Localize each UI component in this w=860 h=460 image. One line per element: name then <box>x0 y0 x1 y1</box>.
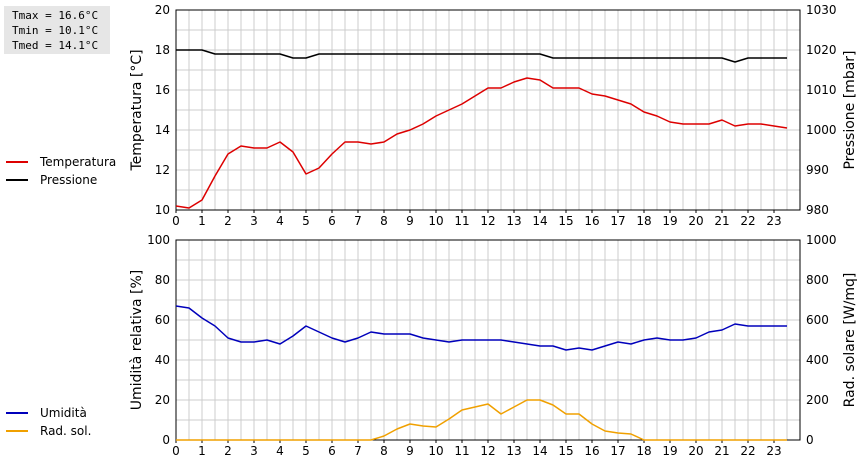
x-tick-label: 2 <box>224 444 232 458</box>
x-tick-label: 18 <box>636 214 651 228</box>
legend-item-umidita: Umidità <box>6 404 91 422</box>
legend-swatch-umidita <box>6 412 28 414</box>
x-tick-label: 11 <box>454 444 469 458</box>
y-left-tick-label: 20 <box>155 3 170 17</box>
x-tick-label: 15 <box>558 444 573 458</box>
y-right-tick-label: 1010 <box>806 83 837 97</box>
x-tick-label: 16 <box>584 214 599 228</box>
x-tick-label: 5 <box>302 444 310 458</box>
x-tick-label: 15 <box>558 214 573 228</box>
legend-item-pressione: Pressione <box>6 171 116 189</box>
y-right-tick-label: 400 <box>806 353 829 367</box>
legend-label-umidita: Umidità <box>40 406 87 420</box>
stats-box: Tmax = 16.6°C Tmin = 10.1°C Tmed = 14.1°… <box>4 6 110 54</box>
x-tick-label: 5 <box>302 214 310 228</box>
y-right-tick-label: 0 <box>806 433 814 447</box>
series-line-pressione <box>176 49 787 63</box>
tmin-text: Tmin = 10.1°C <box>12 24 99 37</box>
y-left-tick-label: 40 <box>155 353 170 367</box>
x-tick-label: 14 <box>532 444 547 458</box>
x-tick-label: 3 <box>250 214 258 228</box>
x-tick-label: 8 <box>380 444 388 458</box>
series-line-temperatura <box>175 77 788 209</box>
y-left-tick-label: 100 <box>147 233 170 247</box>
x-tick-label: 4 <box>276 214 284 228</box>
y-left-tick-label: 20 <box>155 393 170 407</box>
x-tick-label: 1 <box>198 444 206 458</box>
x-tick-label: 22 <box>740 214 755 228</box>
y-right-axis-label: Pressione [mbar] <box>842 50 858 169</box>
y-left-tick-label: 14 <box>155 123 170 137</box>
y-right-axis-label: Rad. solare [W/mq] <box>842 273 858 408</box>
x-tick-label: 13 <box>506 214 521 228</box>
legend-top: Temperatura Pressione <box>6 153 116 189</box>
legend-label-pressione: Pressione <box>40 173 98 187</box>
x-tick-label: 12 <box>480 444 495 458</box>
legend-label-temperatura: Temperatura <box>40 155 117 169</box>
x-tick-label: 19 <box>662 214 677 228</box>
x-tick-label: 6 <box>328 214 336 228</box>
x-tick-label: 19 <box>662 444 677 458</box>
y-left-tick-label: 10 <box>155 203 170 217</box>
legend-swatch-pressione <box>6 179 28 181</box>
x-tick-label: 1 <box>198 214 206 228</box>
x-tick-label: 20 <box>688 214 703 228</box>
legend-bottom: Umidità Rad. sol. <box>6 404 91 440</box>
x-tick-label: 0 <box>172 444 180 458</box>
tmax-text: Tmax = 16.6°C <box>12 9 99 22</box>
y-right-tick-label: 1000 <box>806 123 837 137</box>
x-tick-label: 16 <box>584 444 599 458</box>
x-tick-label: 14 <box>532 214 547 228</box>
y-left-tick-label: 12 <box>155 163 170 177</box>
y-left-tick-label: 0 <box>162 433 170 447</box>
y-right-tick-label: 1030 <box>806 3 837 17</box>
legend-swatch-temperatura <box>6 161 28 163</box>
series-line-rad-sol <box>176 399 787 441</box>
x-tick-label: 10 <box>428 214 443 228</box>
x-tick-label: 12 <box>480 214 495 228</box>
x-tick-label: 22 <box>740 444 755 458</box>
x-tick-label: 13 <box>506 444 521 458</box>
x-tick-label: 18 <box>636 444 651 458</box>
y-right-tick-label: 200 <box>806 393 829 407</box>
series-line-umidit <box>175 305 787 351</box>
x-tick-label: 17 <box>610 214 625 228</box>
x-tick-label: 23 <box>766 444 781 458</box>
x-tick-label: 17 <box>610 444 625 458</box>
y-left-tick-label: 80 <box>155 273 170 287</box>
x-tick-label: 10 <box>428 444 443 458</box>
y-left-axis-label: Umidità relativa [%] <box>129 270 145 411</box>
legend-swatch-radsol <box>6 430 28 432</box>
x-tick-label: 7 <box>354 444 362 458</box>
y-left-tick-label: 18 <box>155 43 170 57</box>
y-right-tick-label: 600 <box>806 313 829 327</box>
y-left-tick-label: 16 <box>155 83 170 97</box>
x-tick-label: 23 <box>766 214 781 228</box>
x-tick-label: 7 <box>354 214 362 228</box>
x-tick-label: 11 <box>454 214 469 228</box>
legend-item-temperatura: Temperatura <box>6 153 116 171</box>
y-right-tick-label: 990 <box>806 163 829 177</box>
x-tick-label: 21 <box>714 214 729 228</box>
x-tick-label: 21 <box>714 444 729 458</box>
y-right-tick-label: 800 <box>806 273 829 287</box>
x-tick-label: 4 <box>276 444 284 458</box>
x-tick-label: 2 <box>224 214 232 228</box>
x-tick-label: 20 <box>688 444 703 458</box>
x-tick-label: 6 <box>328 444 336 458</box>
x-tick-label: 9 <box>406 214 414 228</box>
x-tick-label: 3 <box>250 444 258 458</box>
x-tick-label: 9 <box>406 444 414 458</box>
x-tick-label: 8 <box>380 214 388 228</box>
tmed-text: Tmed = 14.1°C <box>12 39 99 52</box>
y-left-axis-label: Temperatura [°C] <box>129 49 145 171</box>
x-tick-label: 0 <box>172 214 180 228</box>
legend-item-radsol: Rad. sol. <box>6 422 91 440</box>
y-right-tick-label: 1000 <box>806 233 837 247</box>
y-right-tick-label: 1020 <box>806 43 837 57</box>
legend-label-radsol: Rad. sol. <box>40 424 92 438</box>
y-right-tick-label: 980 <box>806 203 829 217</box>
y-left-tick-label: 60 <box>155 313 170 327</box>
